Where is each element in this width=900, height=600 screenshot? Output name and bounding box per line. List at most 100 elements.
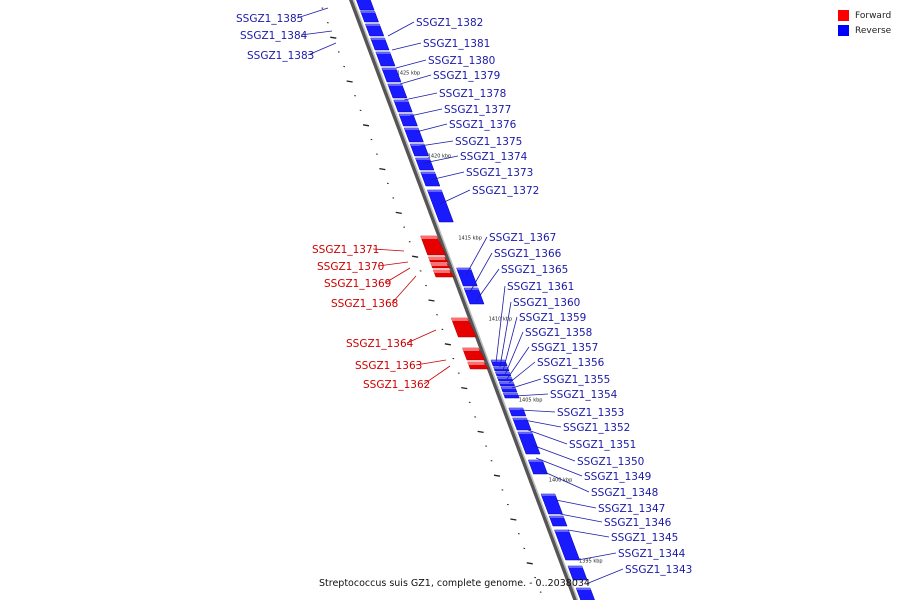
reverse-gene-highlight	[375, 52, 391, 54]
forward-gene-highlight	[430, 263, 448, 266]
reverse-gene-label: SSGZ1_1353	[557, 407, 624, 419]
forward-gene-leader	[423, 365, 451, 385]
minor-tick	[444, 343, 451, 346]
reverse-gene-highlight	[456, 268, 472, 270]
genome-backbone	[349, 0, 579, 600]
reverse-gene-leader	[585, 568, 624, 585]
reverse-gene-label: SSGZ1_1348	[591, 487, 658, 499]
forward-gene-label: SSGZ1_1364	[346, 338, 414, 350]
reverse-gene-label: SSGZ1_1351	[569, 439, 636, 451]
reverse-gene-leader	[395, 59, 427, 69]
reverse-gene-label: SSGZ1_1352	[563, 422, 630, 434]
reverse-gene-label: SSGZ1_1358	[525, 327, 592, 339]
reverse-gene-leader	[559, 513, 603, 523]
forward-gene-highlight	[433, 270, 451, 273]
reverse-gene-highlight	[576, 588, 592, 590]
reverse-gene-highlight	[398, 114, 414, 116]
reverse-gene-label: SSGZ1_1354	[550, 389, 618, 401]
reverse-gene-leader	[429, 171, 465, 181]
legend-reverse: Reverse	[838, 23, 891, 38]
reverse-gene-leader	[439, 189, 471, 205]
forward-gene-highlight	[428, 257, 446, 260]
minor-tick	[493, 474, 501, 477]
scale-mark-label: 1395 kbp	[579, 559, 603, 565]
reverse-gene-highlight	[365, 24, 381, 26]
reverse-gene-label: SSGZ1_1381	[423, 38, 490, 50]
forward-gene-label: SSGZ1_1370	[317, 261, 384, 273]
minor-tick	[330, 36, 337, 39]
reverse-gene-leader	[296, 7, 329, 19]
reverse-gene-leader	[465, 236, 488, 276]
reverse-gene-label: SSGZ1_1367	[489, 232, 556, 244]
legend-reverse-label: Reverse	[855, 25, 892, 36]
forward-gene-highlight	[467, 362, 485, 365]
reverse-gene-label: SSGZ1_1360	[513, 297, 580, 309]
reverse-gene-highlight	[549, 516, 565, 518]
reverse-gene-leader	[506, 346, 530, 380]
reverse-gene-highlight	[415, 158, 431, 160]
scale-mark-label: 1420 kbp	[428, 154, 452, 160]
reverse-gene-highlight	[493, 367, 509, 369]
reverse-gene-leader	[415, 123, 448, 133]
reverse-gene-label: SSGZ1_1373	[466, 167, 533, 179]
reverse-gene-highlight	[370, 38, 386, 40]
reverse-gene-label: SSGZ1_1344	[618, 548, 686, 560]
forward-swatch	[838, 10, 849, 21]
minor-ticks	[321, 7, 542, 593]
reverse-gene-leader	[502, 316, 518, 372]
reverse-gene-highlight	[499, 382, 515, 384]
forward-gene-label: SSGZ1_1371	[312, 244, 379, 256]
reverse-gene-highlight	[427, 190, 443, 192]
reverse-gene-label: SSGZ1_1345	[611, 532, 678, 544]
minor-tick	[412, 255, 419, 258]
minor-tick	[477, 430, 484, 434]
reverse-gene-leader	[495, 285, 506, 364]
reverse-gene-highlight	[567, 566, 583, 568]
reverse-gene-leader	[511, 378, 542, 389]
reverse-gene-highlight	[541, 494, 557, 496]
reverse-gene-label: SSGZ1_1355	[543, 374, 610, 386]
forward-gene-leader	[377, 261, 409, 267]
minor-tick	[395, 211, 402, 215]
minor-tick	[461, 386, 468, 390]
gene-features	[356, 0, 595, 600]
forward-gene-label: SSGZ1_1369	[324, 278, 391, 290]
reverse-gene-label: SSGZ1_1343	[625, 564, 692, 576]
reverse-gene-leader	[555, 499, 597, 509]
minor-tick	[428, 299, 435, 302]
reverse-gene-block	[356, 0, 375, 11]
forward-gene-highlight	[462, 348, 480, 351]
reverse-gene-label: SSGZ1_1380	[428, 55, 495, 67]
reverse-gene-leader	[307, 42, 337, 56]
reverse-gene-leader	[531, 444, 576, 462]
forward-gene-leader	[415, 359, 447, 366]
reverse-gene-label: SSGZ1_1375	[455, 136, 522, 148]
reverse-gene-highlight	[381, 68, 397, 70]
forward-gene-label: SSGZ1_1363	[355, 360, 422, 372]
reverse-gene-highlight	[360, 11, 376, 13]
reverse-gene-leader	[508, 361, 536, 384]
minor-tick	[379, 167, 386, 171]
reverse-gene-leader	[535, 457, 583, 477]
reverse-gene-highlight	[512, 418, 528, 420]
reverse-gene-leader	[409, 108, 443, 117]
reverse-gene-block	[463, 287, 485, 305]
reverse-gene-highlight	[517, 432, 533, 434]
scale-mark-label: 1410 kbp	[489, 317, 513, 323]
reverse-gene-leader	[423, 155, 459, 164]
reverse-gene-label: SSGZ1_1346	[604, 517, 672, 529]
reverse-gene-label: SSGZ1_1349	[584, 471, 651, 483]
reverse-gene-label: SSGZ1_1385	[236, 13, 303, 25]
reverse-gene-block	[420, 171, 441, 187]
reverse-gene-leader	[399, 74, 432, 85]
genome-caption: Streptococcus suis GZ1, complete genome.…	[319, 578, 590, 589]
reverse-gene-label: SSGZ1_1357	[531, 342, 598, 354]
scale-mark-label: 1425 kbp	[397, 71, 421, 77]
reverse-gene-leader	[514, 393, 549, 397]
reverse-gene-label: SSGZ1_1350	[577, 456, 644, 468]
reverse-gene-label: SSGZ1_1359	[519, 312, 586, 324]
reverse-gene-leader	[419, 140, 454, 147]
reverse-gene-highlight	[490, 360, 506, 362]
reverse-gene-label: SSGZ1_1377	[444, 104, 511, 116]
reverse-gene-leader	[577, 552, 617, 561]
